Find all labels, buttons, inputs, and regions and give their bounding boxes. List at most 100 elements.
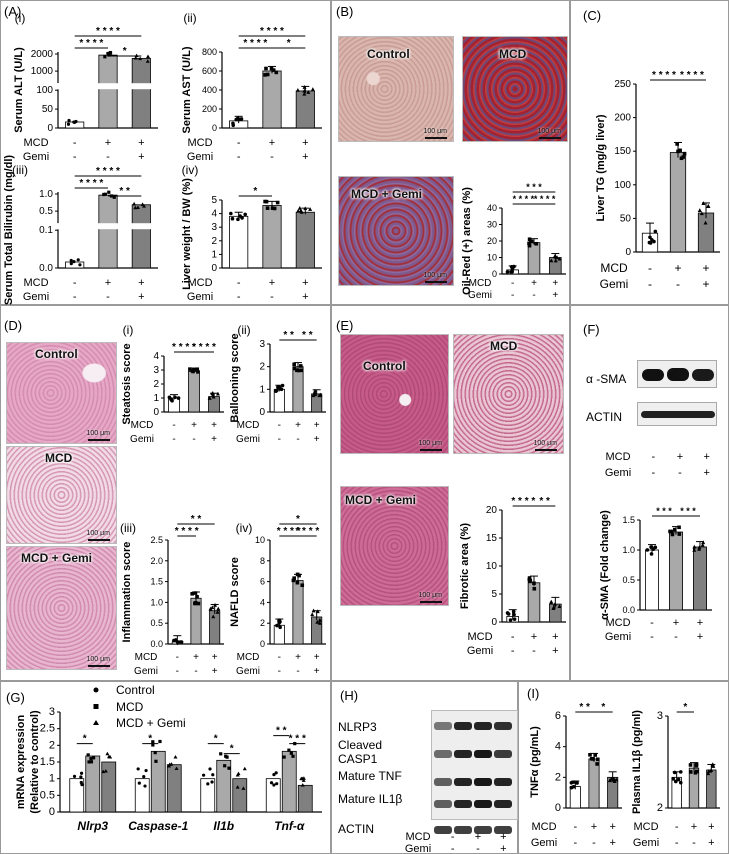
bar	[281, 750, 297, 813]
y-tick-label: 0.0	[39, 263, 53, 274]
legend-marker	[93, 720, 99, 725]
data-point	[133, 56, 138, 60]
gemi-row-label: Gemi	[187, 291, 213, 303]
micrograph-b-control: Control 100 μm	[338, 36, 454, 142]
mcd-sign: +	[703, 451, 709, 463]
blot-band	[474, 750, 492, 758]
data-point	[292, 366, 297, 371]
gemi-sign: -	[278, 434, 281, 445]
bar	[85, 755, 101, 813]
scale-label: 100 μm	[86, 656, 111, 663]
data-point	[210, 780, 214, 784]
bar	[150, 750, 166, 813]
blot-band-strip	[637, 402, 717, 426]
bar	[697, 212, 715, 253]
bar	[131, 204, 151, 269]
mcd-row-label: MCD	[237, 652, 260, 663]
data-point	[216, 606, 221, 611]
data-point	[153, 751, 157, 755]
data-point	[650, 238, 654, 242]
data-point	[69, 258, 73, 263]
data-point	[207, 396, 212, 400]
micrograph-label: MCD	[45, 451, 73, 465]
y-tick-label: 1000	[31, 66, 54, 77]
data-point	[298, 208, 303, 213]
data-point	[549, 600, 554, 605]
y-tick-label: 1	[153, 393, 159, 404]
blot-band	[474, 722, 492, 730]
y-axis-label: TNFα (pg/mL)	[529, 726, 541, 798]
data-point	[528, 578, 533, 583]
blot-band	[454, 778, 472, 786]
data-point	[108, 51, 113, 55]
data-point	[706, 204, 711, 208]
bar	[645, 549, 660, 611]
data-point	[317, 620, 322, 625]
y-tick-label: 0	[555, 802, 561, 814]
data-point	[193, 591, 198, 595]
mcd-sign: +	[691, 821, 697, 833]
data-point	[649, 552, 654, 556]
data-point	[174, 766, 179, 771]
mcd-sign: +	[302, 137, 308, 149]
data-point	[701, 201, 706, 205]
data-point	[240, 216, 244, 220]
y-tick-label: 400	[202, 85, 217, 95]
mcd-row-label: MCD	[600, 261, 628, 275]
micrograph-label: MCD	[490, 339, 518, 353]
data-point	[270, 206, 275, 210]
y-axis-label: Steatosis score	[121, 343, 133, 424]
mcd-sign: -	[237, 277, 241, 289]
data-point	[527, 237, 532, 242]
scale-label: 100 μm	[537, 128, 562, 135]
subpanel-label: (i)	[15, 11, 26, 25]
gemi-sign: -	[73, 151, 77, 163]
gemi-sign: -	[692, 837, 696, 849]
data-point	[300, 783, 305, 787]
data-point	[173, 755, 178, 759]
bar	[693, 546, 708, 611]
mcd-sign: -	[237, 137, 241, 149]
data-point	[134, 53, 139, 58]
y-tick-label: 3	[657, 710, 663, 722]
data-point	[89, 757, 93, 761]
blot-band	[494, 778, 512, 786]
data-point	[271, 68, 276, 72]
data-point	[298, 364, 303, 368]
scale-bar	[420, 601, 442, 603]
data-point	[512, 617, 517, 621]
blot-band	[692, 369, 714, 381]
mcd-sign: +	[191, 420, 197, 431]
gemi-sign: -	[476, 843, 480, 854]
y-axis-label: Liver TG (mg/g liver)	[595, 114, 607, 221]
mcd-sign: +	[138, 137, 144, 149]
data-point	[211, 394, 216, 399]
mcd-sign: +	[295, 420, 301, 431]
data-point	[300, 583, 305, 588]
significance-label: * *	[579, 702, 590, 713]
mcd-sign: +	[302, 277, 308, 289]
data-point	[682, 151, 687, 156]
y-axis-label: Fibrotic area (%)	[459, 523, 471, 610]
data-point	[274, 771, 278, 775]
bar	[295, 211, 315, 269]
data-point	[511, 609, 516, 614]
data-point	[678, 770, 683, 774]
mcd-sign: -	[73, 277, 77, 289]
y-tick-label: 50	[620, 213, 632, 224]
data-point	[138, 56, 143, 61]
y-axis-label: Serum Total Bilirubin (mg/dl)	[3, 155, 15, 305]
y-tick-label: 5	[491, 589, 497, 600]
data-point	[677, 532, 682, 536]
blot-band	[434, 750, 452, 758]
data-point	[678, 780, 683, 785]
mcd-sign: -	[511, 278, 514, 289]
data-point	[311, 393, 316, 398]
micrograph-label: Control	[35, 347, 78, 361]
data-point	[315, 619, 320, 624]
mcd-sign: +	[211, 420, 217, 431]
significance-label: * * * *	[277, 526, 301, 537]
data-point	[700, 542, 705, 547]
gemi-sign: -	[678, 467, 682, 479]
scale-bar	[425, 137, 447, 139]
